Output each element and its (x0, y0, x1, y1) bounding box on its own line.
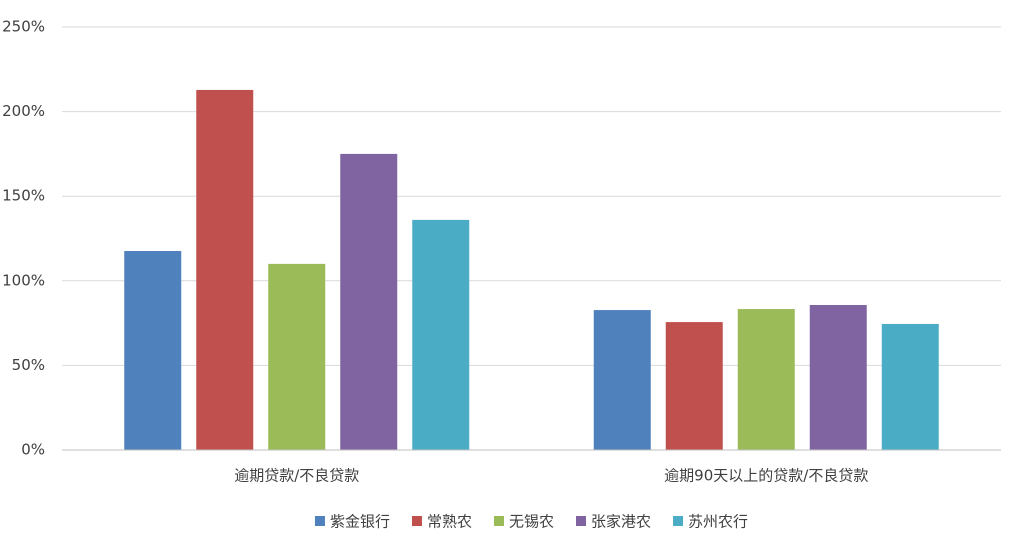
y-tick-label: 0% (21, 441, 45, 459)
bar (593, 310, 651, 450)
y-tick-label: 200% (2, 102, 45, 120)
legend-label: 无锡农 (509, 513, 554, 531)
bar (412, 219, 470, 450)
bar (809, 304, 867, 450)
legend-label: 常熟农 (427, 513, 472, 531)
legend-label: 苏州农行 (688, 513, 748, 531)
y-tick-label: 100% (2, 271, 45, 289)
legend-swatch (673, 516, 684, 526)
x-tick-label: 逾期贷款/不良贷款 (234, 467, 359, 485)
legend-label: 张家港农 (591, 513, 651, 531)
bar (196, 89, 254, 451)
x-tick-label: 逾期90天以上的贷款/不良贷款 (664, 467, 868, 485)
y-tick-label: 250% (2, 18, 45, 36)
bar (881, 323, 939, 450)
bar (665, 322, 723, 450)
legend-swatch (411, 516, 422, 526)
legend-swatch (314, 516, 325, 526)
legend-swatch (493, 516, 504, 526)
bar (268, 263, 326, 450)
bar (340, 153, 398, 450)
bar (737, 309, 795, 450)
legend-swatch (576, 516, 587, 526)
y-tick-label: 150% (2, 187, 45, 205)
legend-label: 紫金银行 (330, 513, 390, 531)
bar (124, 251, 182, 450)
y-tick-label: 50% (12, 356, 45, 374)
